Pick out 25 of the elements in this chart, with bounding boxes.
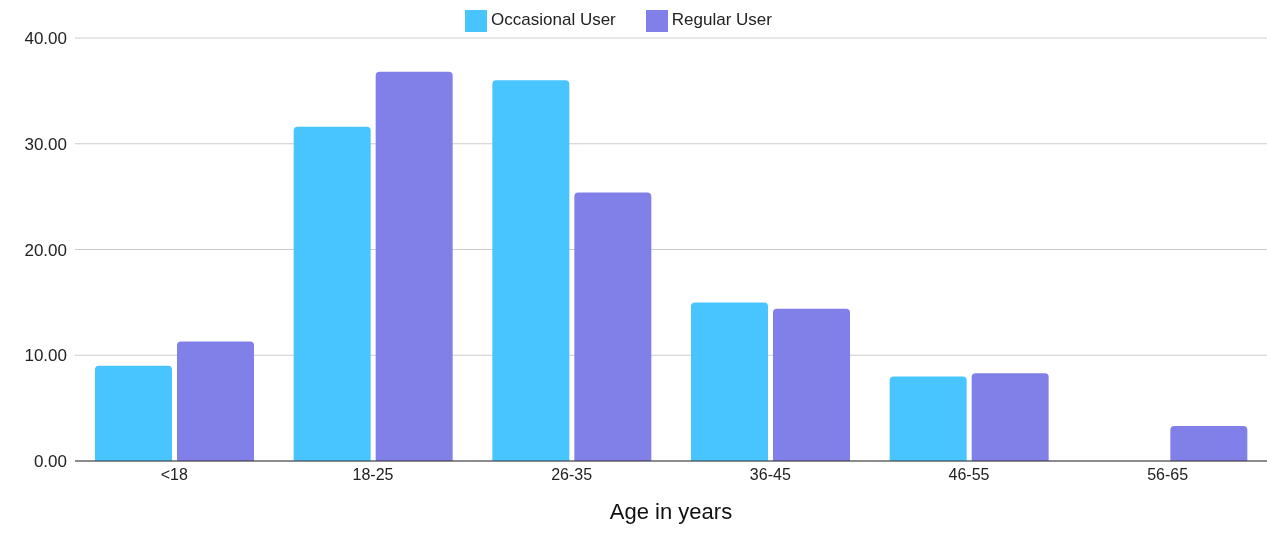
x-tick-label: 56-65	[1147, 466, 1189, 484]
legend-label: Regular User	[671, 10, 772, 30]
y-tick-label: 30.00	[24, 134, 67, 154]
bar	[492, 80, 570, 461]
y-tick-label: 10.00	[24, 346, 67, 366]
bar	[691, 302, 768, 461]
legend-label: Occasional User	[491, 10, 616, 30]
x-tick-label: 36-45	[749, 466, 791, 484]
bar	[1170, 426, 1248, 461]
x-tick-label: 26-35	[551, 466, 593, 484]
x-tick-label: 18-25	[352, 466, 394, 484]
x-axis-title: Age in years	[609, 499, 733, 524]
bar	[889, 376, 967, 461]
bar	[375, 71, 453, 461]
bar	[574, 192, 652, 461]
bar	[177, 341, 254, 461]
bar	[773, 308, 850, 461]
bar	[293, 126, 371, 461]
y-tick-label: 20.00	[24, 240, 67, 260]
y-tick-label: 0.00	[33, 452, 67, 472]
bar	[971, 373, 1049, 461]
x-tick-label: 46-55	[948, 466, 990, 484]
y-tick-label: 40.00	[24, 29, 67, 49]
x-tick-label: <18	[160, 466, 189, 484]
bar	[95, 365, 172, 461]
